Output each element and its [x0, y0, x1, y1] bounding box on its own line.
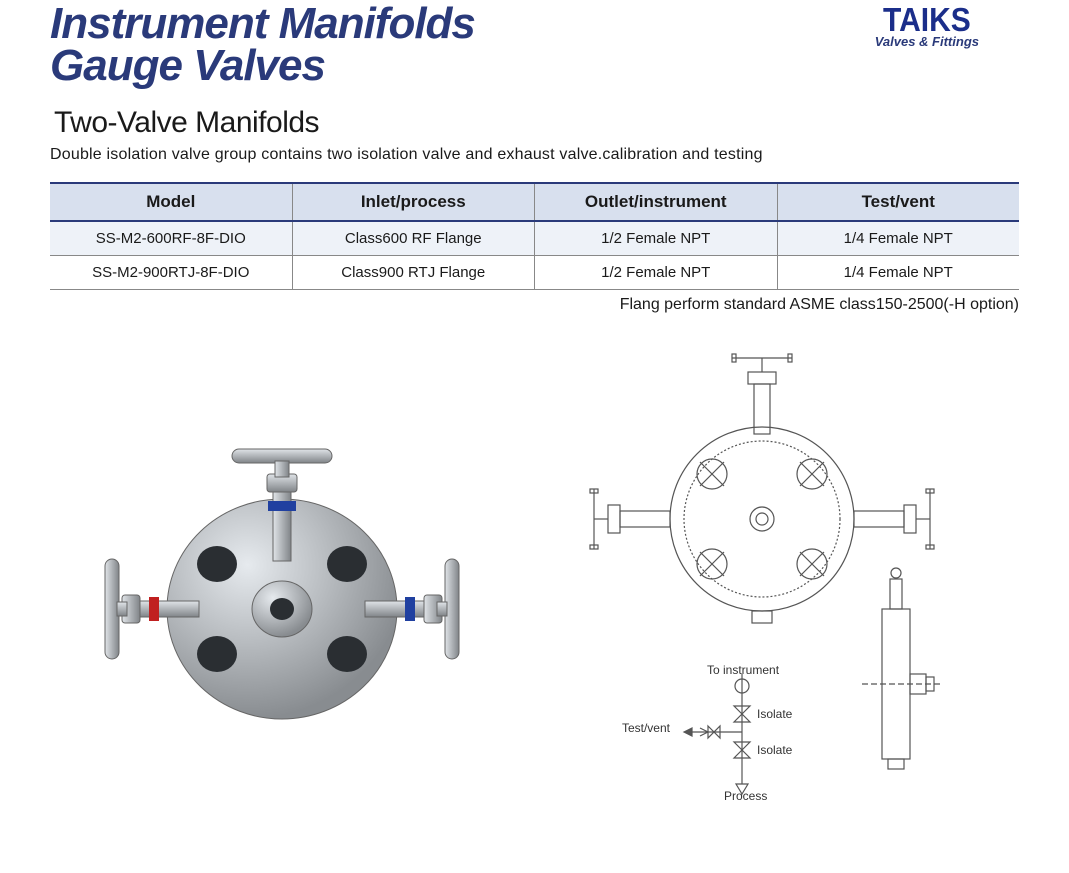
label-isolate1: Isolate [757, 707, 793, 721]
col-test: Test/vent [778, 184, 1020, 220]
col-inlet: Inlet/process [293, 184, 536, 220]
col-outlet: Outlet/instrument [535, 184, 778, 220]
page-title-line2: Gauge Valves [50, 44, 1019, 88]
cell-model: SS-M2-600RF-8F-DIO [50, 222, 293, 255]
cell-outlet: 1/2 Female NPT [535, 222, 778, 255]
section-description: Double isolation valve group contains tw… [50, 146, 1069, 164]
col-model: Model [50, 184, 293, 220]
brand-name: TAIKS [875, 2, 979, 39]
table-footnote: Flang perform standard ASME class150-250… [0, 296, 1019, 314]
label-process: Process [724, 789, 767, 803]
cell-outlet: 1/2 Female NPT [535, 256, 778, 289]
cell-inlet: Class900 RTJ Flange [293, 256, 536, 289]
cell-test: 1/4 Female NPT [778, 256, 1020, 289]
cell-model: SS-M2-900RTJ-8F-DIO [50, 256, 293, 289]
product-photo [50, 344, 515, 804]
section-subtitle: Two-Valve Manifolds [54, 106, 1069, 140]
label-to-instrument: To instrument [707, 663, 780, 677]
cell-test: 1/4 Female NPT [778, 222, 1020, 255]
cell-inlet: Class600 RF Flange [293, 222, 536, 255]
brand-logo: TAIKS Valves & Fittings [875, 4, 979, 49]
label-isolate2: Isolate [757, 743, 793, 757]
table-row: SS-M2-600RF-8F-DIO Class600 RF Flange 1/… [50, 222, 1019, 256]
spec-table: Model Inlet/process Outlet/instrument Te… [50, 182, 1019, 290]
label-test-vent: Test/vent [622, 721, 671, 735]
page-title-line1: Instrument Manifolds [50, 0, 1019, 46]
table-header-row: Model Inlet/process Outlet/instrument Te… [50, 184, 1019, 222]
engineering-drawing: To instrument Isolate Isolate Test/vent … [555, 344, 1020, 804]
table-row: SS-M2-900RTJ-8F-DIO Class900 RTJ Flange … [50, 256, 1019, 290]
